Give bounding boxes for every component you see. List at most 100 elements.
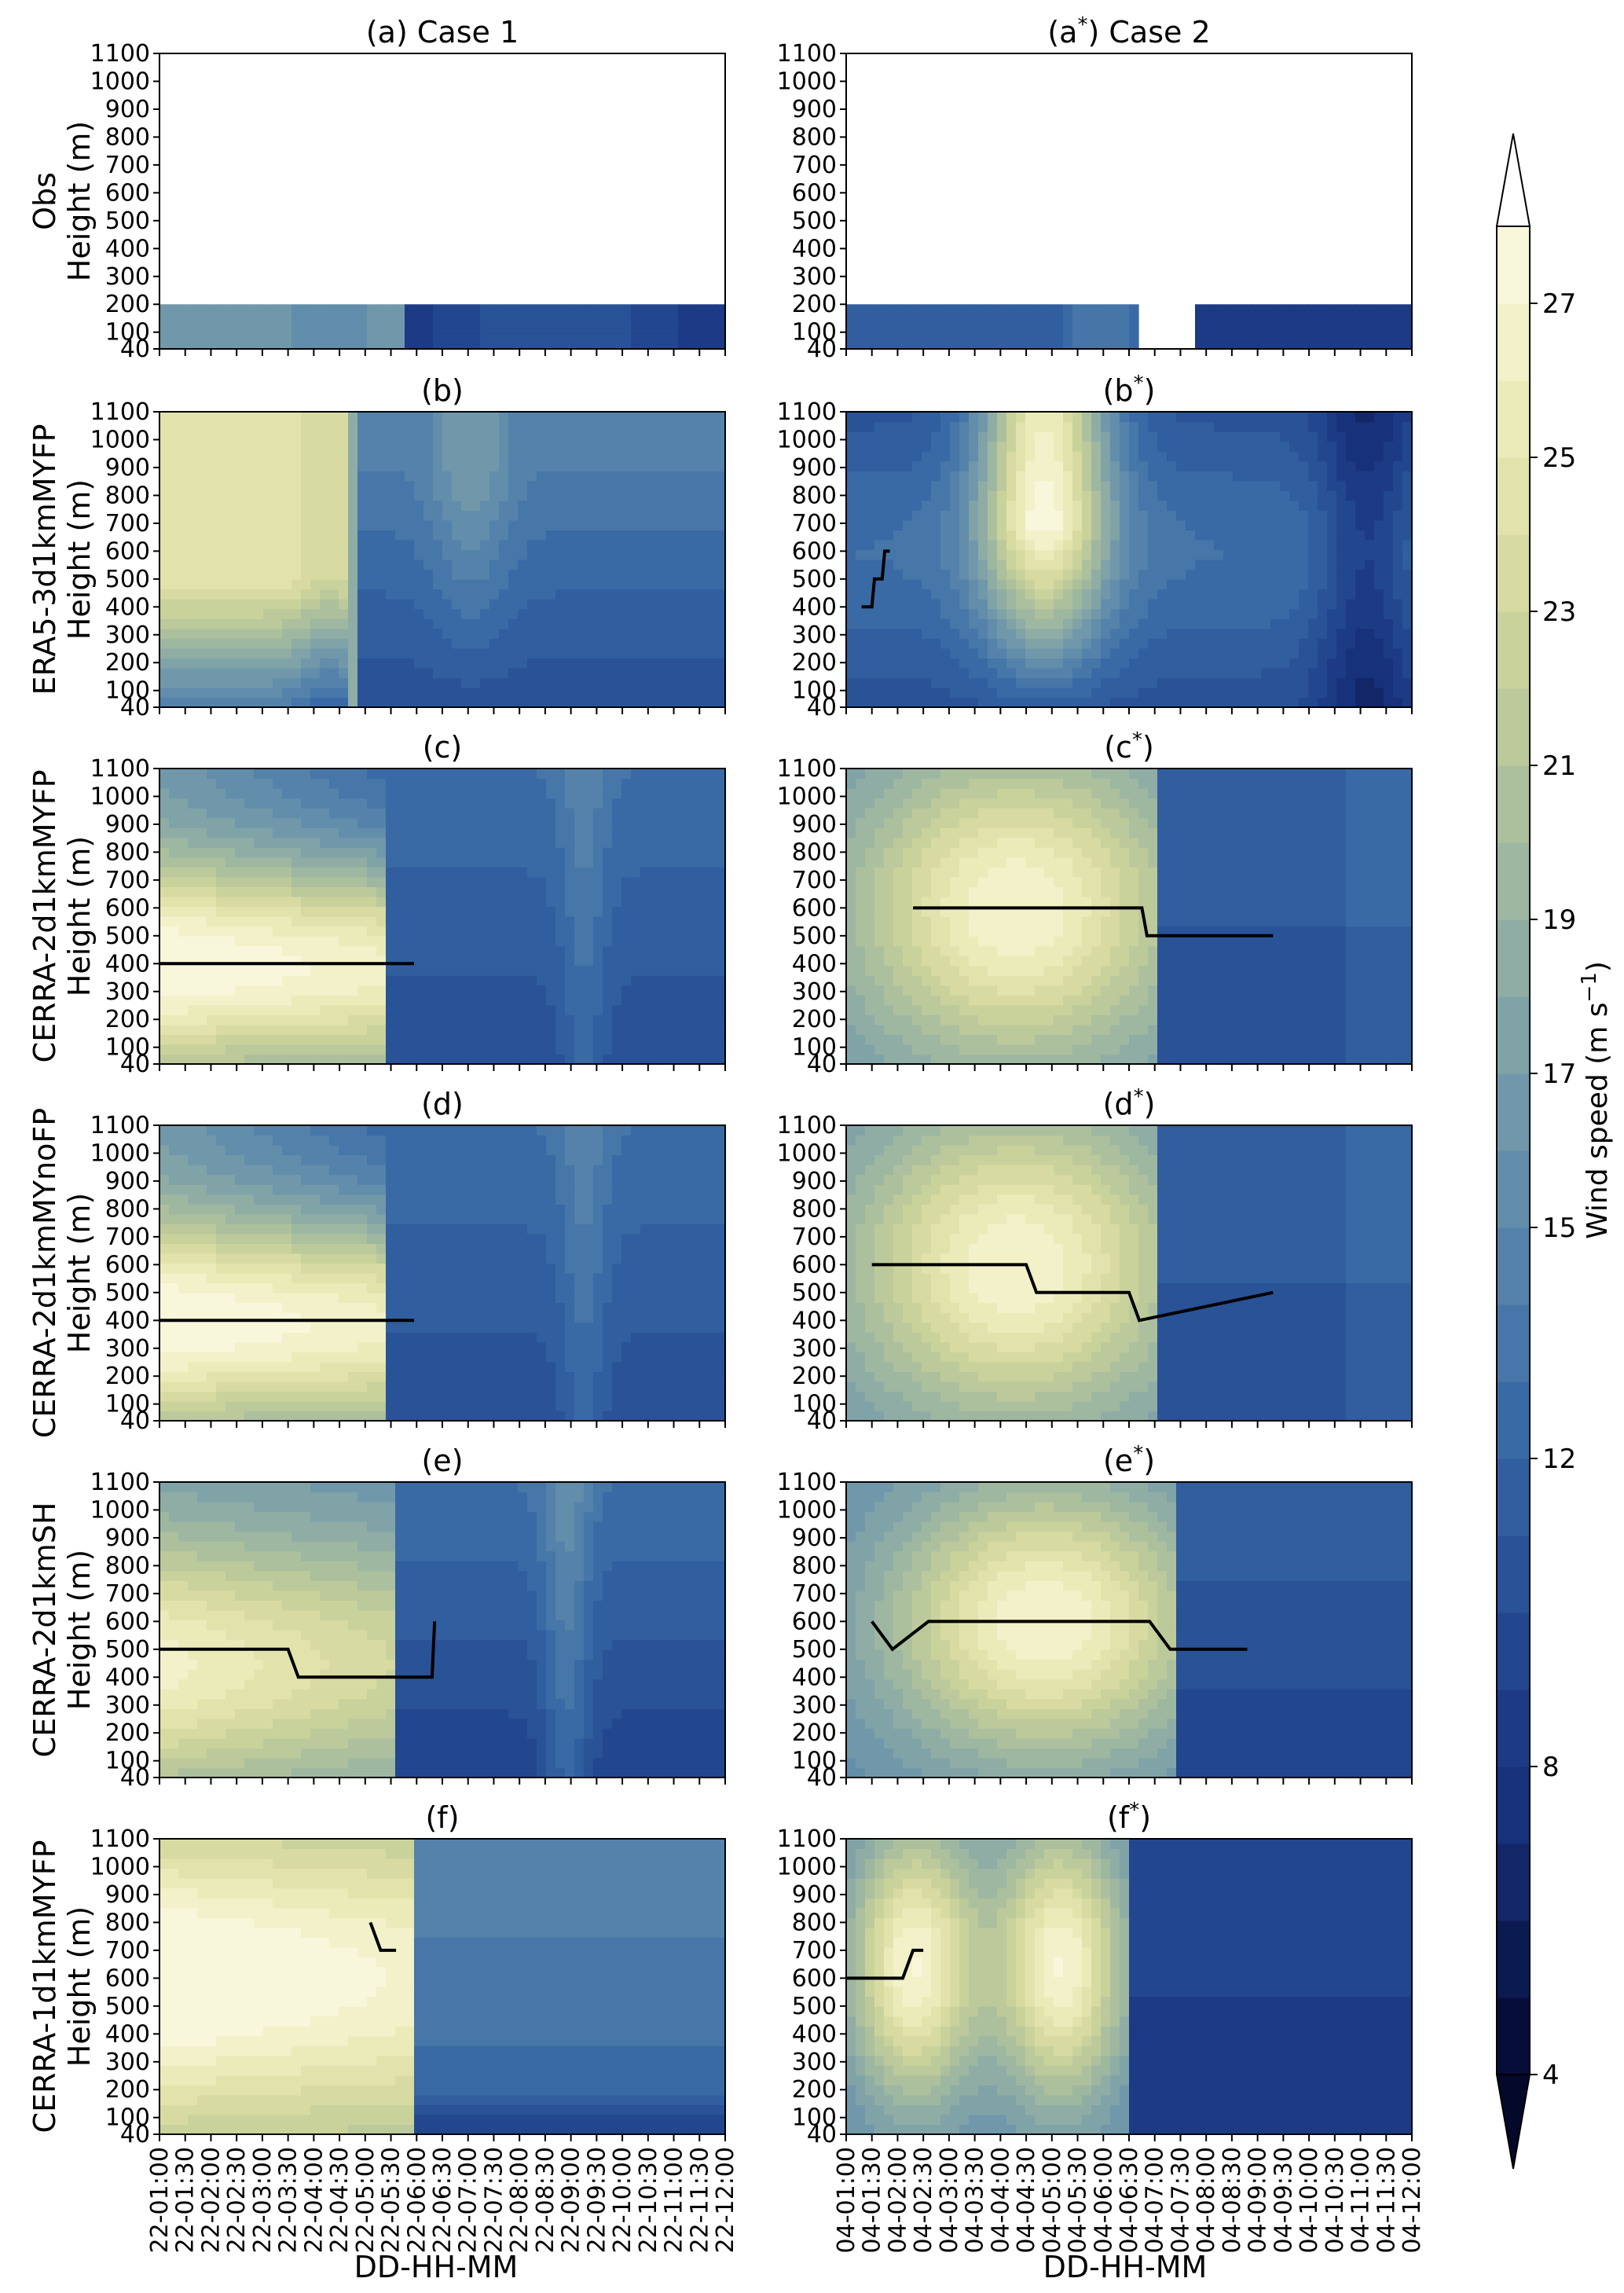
field-cell	[301, 339, 311, 343]
field-cell	[376, 628, 387, 639]
field-cell	[159, 314, 170, 317]
field-cell	[669, 335, 679, 338]
field-cell	[489, 341, 500, 344]
field-cell	[235, 343, 245, 345]
field-cell	[348, 329, 358, 332]
field-cell	[414, 344, 424, 347]
field-cell	[499, 344, 509, 347]
field-cell	[291, 325, 302, 328]
y-tick-label: 1100	[777, 40, 837, 68]
field-cell	[395, 314, 405, 317]
field-cell	[225, 677, 236, 688]
field-cell	[367, 589, 377, 600]
field-cell	[291, 471, 302, 482]
field-cell	[386, 321, 396, 325]
field-cell	[329, 530, 339, 541]
field-cell	[291, 599, 302, 610]
field-cell	[282, 321, 292, 325]
field-cell	[188, 317, 198, 320]
field-cell	[461, 334, 471, 336]
field-cell	[527, 335, 537, 338]
field-cell	[216, 326, 226, 329]
y-axis-label: ObsHeight (m)	[27, 121, 97, 281]
field-cell	[395, 638, 405, 649]
field-cell	[452, 687, 462, 699]
field-cell	[546, 329, 556, 332]
field-cell	[452, 311, 462, 314]
field-cell	[433, 343, 443, 345]
field-cell	[310, 334, 321, 336]
field-cell	[273, 335, 283, 338]
field-cell	[716, 304, 726, 306]
field-cell	[339, 336, 349, 339]
field-cell	[291, 667, 302, 678]
field-cell	[357, 412, 368, 423]
field-cell	[405, 451, 415, 462]
field-cell	[584, 569, 594, 580]
field-cell	[339, 331, 349, 333]
field-cell	[159, 500, 170, 511]
field-cell	[348, 677, 358, 688]
field-cell	[461, 599, 471, 610]
field-cell	[225, 658, 236, 669]
field-cell	[433, 569, 443, 580]
field-cell	[555, 441, 566, 452]
field-cell	[650, 317, 660, 320]
field-cell	[235, 307, 245, 310]
field-cell	[678, 314, 688, 317]
field-cell	[405, 332, 415, 335]
field-cell	[329, 687, 339, 699]
field-cell	[320, 451, 330, 462]
field-cell	[442, 323, 453, 326]
field-cell	[235, 667, 245, 678]
field-cell	[423, 510, 434, 521]
field-cell	[197, 344, 207, 347]
field-cell	[235, 328, 245, 330]
field-cell	[282, 500, 292, 511]
field-cell	[546, 306, 556, 308]
field-cell	[414, 308, 424, 311]
field-cell	[537, 687, 547, 699]
field-cell	[357, 317, 368, 320]
field-cell	[612, 638, 622, 649]
field-cell	[405, 539, 415, 551]
field-cell	[178, 339, 189, 343]
field-cell	[546, 321, 556, 325]
field-cell	[489, 658, 500, 669]
field-cell	[405, 608, 415, 619]
field-cell	[706, 346, 717, 348]
field-cell	[235, 638, 245, 649]
field-cell	[395, 310, 405, 313]
field-cell	[499, 307, 509, 310]
field-cell	[310, 599, 321, 610]
field-cell	[263, 638, 273, 649]
field-cell	[499, 638, 509, 649]
field-cell	[546, 321, 556, 323]
field-cell	[669, 325, 679, 328]
field-cell	[339, 608, 349, 619]
field-cell	[320, 325, 330, 328]
field-cell	[188, 344, 198, 347]
field-cell	[339, 343, 349, 345]
field-cell	[537, 441, 547, 452]
field-cell	[414, 539, 424, 551]
field-cell	[555, 519, 566, 530]
field-cell	[499, 321, 509, 323]
field-cell	[433, 339, 443, 343]
field-cell	[433, 325, 443, 328]
field-cell	[386, 334, 396, 336]
field-cell	[216, 618, 226, 629]
field-cell	[159, 307, 170, 310]
field-cell	[499, 677, 509, 688]
field-cell	[254, 549, 264, 560]
field-cell	[546, 569, 556, 580]
field-cell	[687, 307, 698, 310]
field-cell	[339, 412, 349, 423]
field-cell	[518, 569, 528, 580]
field-cell	[414, 648, 424, 659]
y-tick-label: 500	[105, 207, 150, 235]
field-cell	[508, 480, 519, 491]
field-cell	[216, 500, 226, 511]
field-cell	[273, 306, 283, 308]
field-cell	[395, 316, 405, 318]
